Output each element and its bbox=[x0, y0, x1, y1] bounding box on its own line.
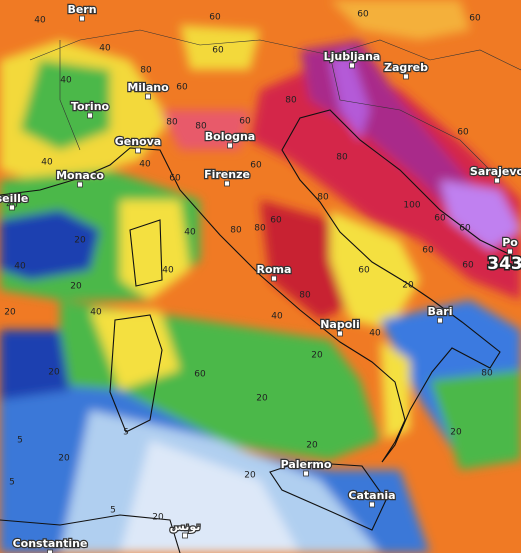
city-marker bbox=[227, 142, 233, 149]
contour-label: 40 bbox=[162, 266, 174, 276]
contour-label: 20 bbox=[58, 454, 70, 464]
city-label: Constantine bbox=[13, 537, 88, 550]
contour-label: 20 bbox=[311, 351, 323, 361]
city-marker bbox=[135, 147, 141, 154]
contour-label: 60 bbox=[457, 128, 469, 138]
contour-label: 80 bbox=[299, 291, 311, 301]
city-label: Zagreb bbox=[384, 61, 428, 74]
city-marker bbox=[507, 248, 513, 255]
contour-label: 40 bbox=[90, 308, 102, 318]
contour-label: 60 bbox=[169, 174, 181, 184]
city-marker bbox=[87, 112, 93, 119]
contour-label: 60 bbox=[358, 266, 370, 276]
contour-label: 80 bbox=[166, 118, 178, 128]
contour-label: 80 bbox=[140, 66, 152, 76]
city-label: Sarajevo bbox=[470, 165, 521, 178]
contour-label: 60 bbox=[212, 46, 224, 56]
city-label: Genova bbox=[115, 135, 161, 148]
contour-label: 20 bbox=[70, 282, 82, 292]
city-label: Palermo bbox=[281, 458, 332, 471]
city-marker bbox=[403, 73, 409, 80]
city-marker bbox=[349, 62, 355, 69]
contour-label: 60 bbox=[357, 10, 369, 20]
city-marker bbox=[437, 317, 443, 324]
city-label: Torino bbox=[71, 100, 110, 113]
contour-label: 40 bbox=[60, 76, 72, 86]
city-label: Firenze bbox=[204, 168, 250, 181]
contour-label: 40 bbox=[41, 158, 53, 168]
contour-label: 40 bbox=[34, 16, 46, 26]
contour-label: 20 bbox=[306, 441, 318, 451]
city-label: Milano bbox=[127, 81, 169, 94]
city-marker bbox=[337, 330, 343, 337]
contour-label: 40 bbox=[271, 312, 283, 322]
city-label: Bologna bbox=[205, 130, 255, 143]
contour-label: 100 bbox=[403, 201, 420, 211]
city-label: Roma bbox=[257, 263, 292, 276]
city-marker bbox=[303, 470, 309, 477]
contour-label: 80 bbox=[285, 96, 297, 106]
contour-label: 20 bbox=[152, 513, 164, 523]
city-marker bbox=[79, 15, 85, 22]
contour-label: 60 bbox=[422, 246, 434, 256]
city-marker bbox=[271, 275, 277, 282]
city-label: Catania bbox=[348, 489, 395, 502]
borders bbox=[29, 29, 521, 181]
contour-label: 5 bbox=[110, 506, 116, 516]
contour-label: 60 bbox=[239, 117, 251, 127]
contour-label: 60 bbox=[270, 216, 282, 226]
contour-label: 60 bbox=[176, 83, 188, 93]
contour-label: 20 bbox=[450, 428, 462, 438]
contour-label: 60 bbox=[250, 161, 262, 171]
city-marker bbox=[77, 181, 83, 188]
contour-label: 40 bbox=[99, 44, 111, 54]
contour-label: 80 bbox=[481, 369, 493, 379]
contour-label: 5 bbox=[17, 436, 23, 446]
city-marker bbox=[9, 204, 15, 211]
contour-label: 80 bbox=[195, 122, 207, 132]
city-marker bbox=[182, 532, 188, 539]
contour-label: 5 bbox=[123, 428, 129, 438]
contour-label: 20 bbox=[74, 236, 86, 246]
contour-label: 5 bbox=[9, 478, 15, 488]
contour-label: 20 bbox=[402, 281, 414, 291]
contour-label: 20 bbox=[48, 368, 60, 378]
contour-label: 60 bbox=[434, 214, 446, 224]
city-label: Bari bbox=[427, 305, 452, 318]
city-label: تونس bbox=[170, 520, 201, 533]
contour-label: 60 bbox=[194, 370, 206, 380]
contour-label: 40 bbox=[14, 262, 26, 272]
contour-label: 40 bbox=[139, 160, 151, 170]
city-marker bbox=[224, 180, 230, 187]
contour-label: 60 bbox=[459, 224, 471, 234]
coastlines bbox=[0, 109, 521, 553]
city-marker bbox=[369, 501, 375, 508]
city-label: Napoli bbox=[320, 318, 360, 331]
contour-label: 40 bbox=[184, 228, 196, 238]
contour-label: 40 bbox=[369, 329, 381, 339]
city-marker bbox=[145, 93, 151, 100]
city-label: Bern bbox=[67, 3, 96, 16]
contour-label: 80 bbox=[230, 226, 242, 236]
city-label: seille bbox=[0, 192, 28, 205]
contour-label: 20 bbox=[256, 394, 268, 404]
city-label: Ljubljana bbox=[324, 50, 381, 63]
contour-label: 60 bbox=[469, 14, 481, 24]
contour-label: 80 bbox=[254, 224, 266, 234]
max-value-label: 343 bbox=[487, 254, 521, 274]
city-marker bbox=[494, 177, 500, 184]
contour-label: 60 bbox=[209, 13, 221, 23]
contour-label: 20 bbox=[4, 308, 16, 318]
contour-label: 20 bbox=[244, 471, 256, 481]
contour-label: 80 bbox=[317, 193, 329, 203]
contour-label: 60 bbox=[462, 261, 474, 271]
city-label: Po bbox=[502, 236, 518, 249]
contour-label: 80 bbox=[336, 153, 348, 163]
city-label: Monaco bbox=[56, 169, 104, 182]
